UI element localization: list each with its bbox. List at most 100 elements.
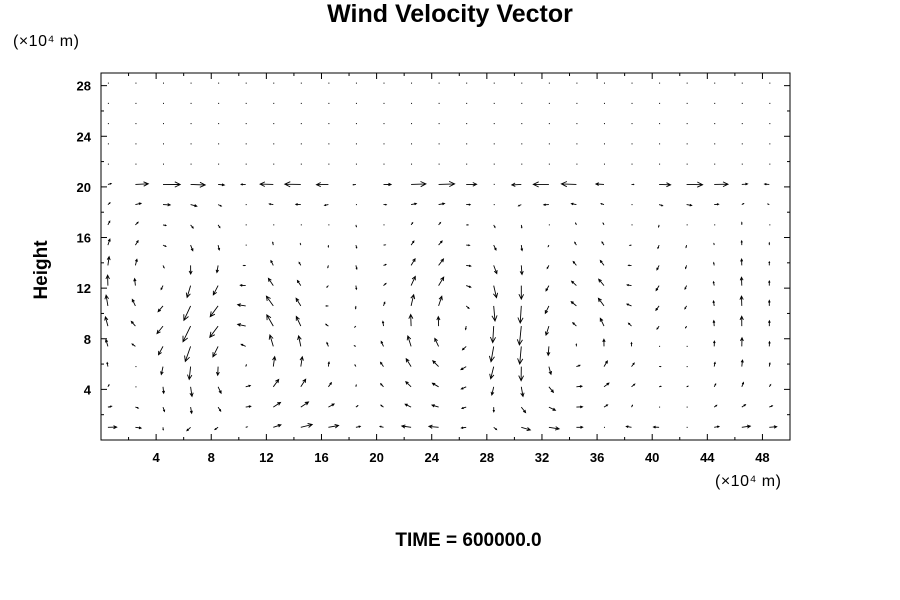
vector-arrow bbox=[763, 182, 770, 186]
vector-arrow bbox=[740, 336, 744, 347]
vector-arrow bbox=[768, 340, 771, 347]
vector-arrow bbox=[684, 325, 687, 329]
vector-arrow bbox=[212, 285, 219, 296]
vector-arrow bbox=[655, 305, 660, 312]
vector-arrow bbox=[156, 325, 164, 335]
vector-arrow bbox=[106, 255, 111, 266]
vector-arrow bbox=[712, 299, 715, 306]
vector-arrow bbox=[327, 361, 331, 367]
vector-arrow bbox=[131, 343, 136, 347]
vector-arrow bbox=[190, 204, 198, 208]
vector-arrow bbox=[217, 386, 222, 395]
vector-arrow bbox=[438, 240, 443, 246]
y-tick-label: 16 bbox=[77, 231, 91, 246]
vector-arrow bbox=[236, 303, 246, 307]
vector-arrow bbox=[532, 181, 549, 188]
vector-arrow bbox=[714, 203, 720, 206]
vector-arrow bbox=[411, 181, 427, 188]
plot-frame bbox=[100, 72, 791, 441]
vector-arrow bbox=[740, 239, 743, 246]
vector-arrow bbox=[324, 323, 329, 327]
vector-arrow bbox=[489, 366, 495, 380]
vector-arrow bbox=[383, 244, 387, 246]
vector-arrow bbox=[300, 378, 307, 388]
vector-arrow bbox=[107, 182, 113, 185]
x-tick-label: 40 bbox=[645, 450, 659, 465]
vector-arrow bbox=[741, 404, 747, 408]
vector-arrow bbox=[405, 357, 412, 367]
vector-arrow bbox=[189, 386, 194, 398]
vector-arrow bbox=[162, 265, 165, 269]
vector-arrow bbox=[189, 407, 193, 415]
vector-arrow bbox=[353, 325, 357, 328]
vector-arrow bbox=[408, 313, 414, 327]
vector-arrow bbox=[259, 181, 274, 187]
vector-arrow bbox=[713, 382, 717, 388]
vector-arrow bbox=[766, 203, 770, 206]
vector-arrow bbox=[574, 241, 577, 246]
vector-arrow bbox=[355, 224, 358, 228]
vector-arrow bbox=[184, 346, 192, 363]
vector-arrow bbox=[160, 366, 164, 376]
vector-arrow bbox=[741, 202, 745, 205]
vector-arrow bbox=[519, 265, 524, 276]
vector-arrow bbox=[430, 404, 439, 408]
vector-arrow bbox=[190, 224, 194, 229]
vector-arrow bbox=[188, 265, 193, 276]
vector-arrow bbox=[740, 258, 744, 266]
vector-arrow bbox=[741, 182, 749, 186]
vector-arrow bbox=[378, 425, 384, 428]
vector-arrow bbox=[296, 279, 302, 286]
vector-arrow bbox=[215, 265, 219, 274]
vector-arrow bbox=[209, 305, 219, 318]
vector-arrow bbox=[652, 425, 660, 429]
vector-arrow bbox=[546, 346, 551, 357]
vector-arrow bbox=[162, 406, 166, 413]
vector-arrow bbox=[493, 224, 496, 229]
y-tick-label: 12 bbox=[77, 281, 91, 296]
vector-arrow bbox=[548, 406, 557, 411]
vector-arrow bbox=[686, 203, 693, 207]
vector-arrow bbox=[107, 238, 111, 246]
vector-arrow bbox=[431, 382, 439, 388]
vector-arrow bbox=[542, 203, 549, 207]
vector-arrow bbox=[575, 222, 577, 226]
vector-arrow bbox=[183, 305, 192, 322]
vector-arrow bbox=[657, 224, 660, 228]
vector-arrow bbox=[427, 424, 439, 429]
vector-arrow bbox=[603, 360, 608, 367]
vector-arrow bbox=[162, 427, 165, 431]
vector-arrow bbox=[627, 264, 632, 267]
vector-arrow bbox=[740, 221, 743, 225]
vector-arrow bbox=[383, 203, 388, 206]
vector-arrow bbox=[182, 325, 192, 343]
vector-arrow bbox=[245, 384, 252, 388]
vector-arrow bbox=[548, 426, 561, 431]
vector-arrow bbox=[714, 181, 730, 188]
vector-arrow bbox=[245, 363, 247, 367]
vector-arrow bbox=[355, 425, 362, 428]
vector-arrow bbox=[544, 305, 550, 315]
vector-arrow bbox=[104, 315, 109, 327]
vector-arrow bbox=[267, 277, 274, 286]
vector-arrow bbox=[438, 202, 446, 206]
vector-arrow bbox=[656, 325, 660, 330]
vector-arrow bbox=[215, 366, 220, 377]
vector-arrow bbox=[520, 406, 527, 414]
vector-arrow bbox=[518, 366, 525, 382]
vector-arrow bbox=[432, 360, 439, 367]
vector-arrow bbox=[283, 181, 301, 188]
vector-arrow bbox=[236, 323, 246, 327]
x-tick-label: 32 bbox=[535, 450, 549, 465]
vector-arrow bbox=[546, 265, 550, 270]
vector-arrow bbox=[602, 338, 606, 347]
vector-arrow bbox=[601, 241, 605, 246]
vector-arrow bbox=[328, 403, 335, 408]
vector-arrow bbox=[767, 299, 771, 306]
vector-arrow bbox=[712, 319, 716, 327]
vector-arrow bbox=[461, 346, 467, 351]
vector-arrow bbox=[107, 202, 111, 205]
vector-arrow bbox=[355, 404, 359, 408]
vector-arrow bbox=[548, 366, 553, 376]
